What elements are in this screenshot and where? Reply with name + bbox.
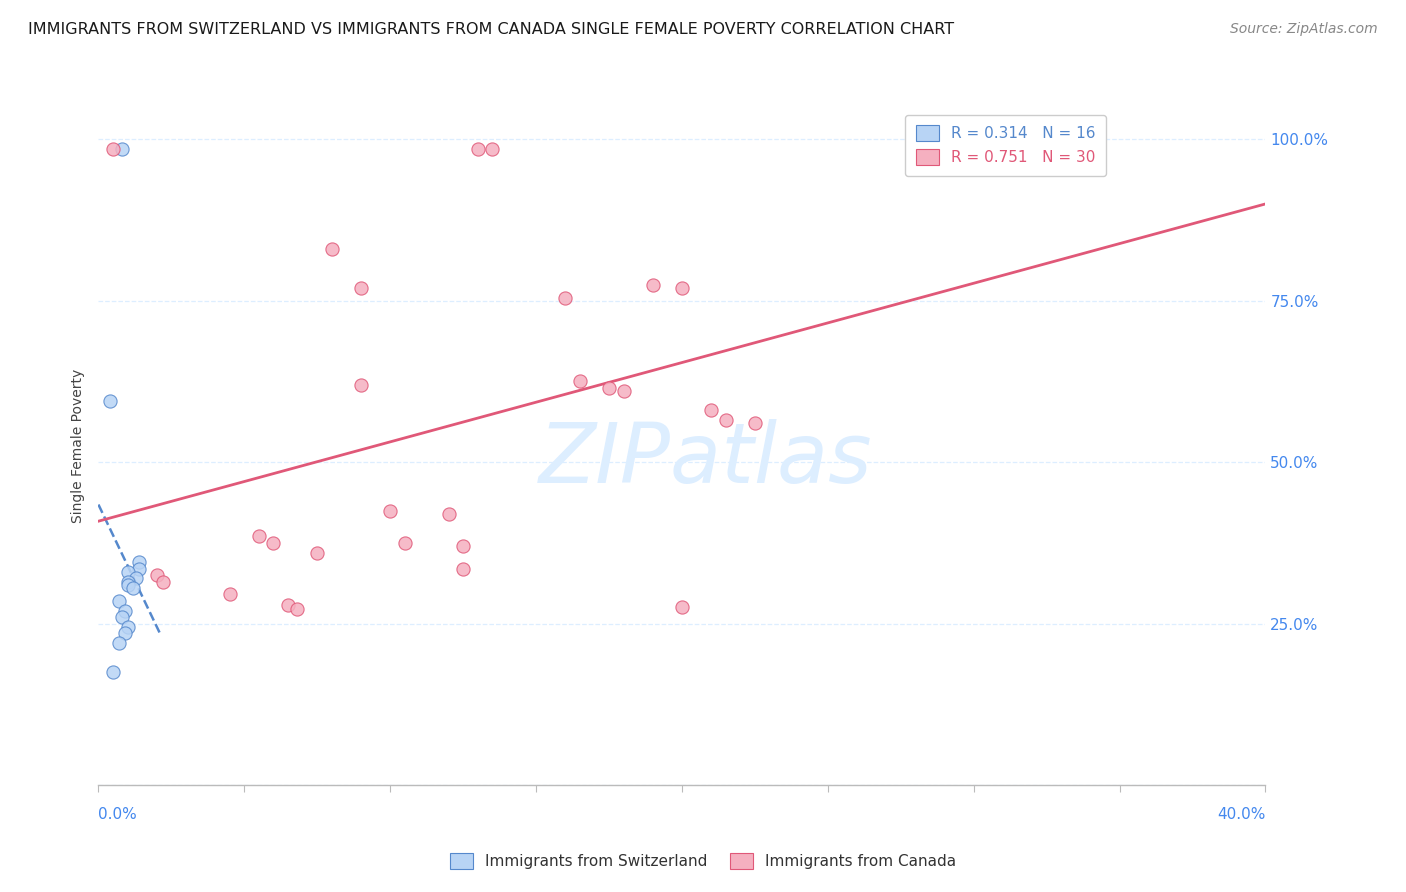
Point	[277, 599, 299, 613]
Y-axis label: Single Female Poverty: Single Female Poverty	[72, 369, 86, 523]
Point	[350, 281, 373, 295]
Point	[451, 539, 474, 553]
Point	[285, 602, 308, 616]
Text: Source: ZipAtlas.com: Source: ZipAtlas.com	[1230, 22, 1378, 37]
Point	[394, 536, 416, 550]
Point	[744, 417, 766, 431]
Point	[671, 281, 693, 295]
Point	[247, 529, 270, 543]
Point	[714, 413, 737, 427]
Point	[321, 242, 343, 256]
Point	[262, 536, 284, 550]
Point	[125, 571, 148, 585]
Text: 40.0%: 40.0%	[1218, 807, 1265, 822]
Point	[378, 503, 402, 517]
Point	[108, 594, 131, 608]
Point	[598, 381, 620, 395]
Point	[451, 562, 474, 576]
Text: ZIPatlas: ZIPatlas	[538, 419, 872, 500]
Point	[117, 565, 139, 579]
Point	[612, 384, 634, 398]
Point	[700, 403, 723, 417]
Point	[481, 142, 503, 156]
Point	[467, 142, 489, 156]
Point	[146, 568, 169, 582]
Point	[111, 610, 134, 624]
Point	[307, 545, 329, 559]
Point	[108, 636, 131, 650]
Text: 0.0%: 0.0%	[98, 807, 138, 822]
Point	[437, 507, 460, 521]
Legend: R = 0.314   N = 16, R = 0.751   N = 30: R = 0.314 N = 16, R = 0.751 N = 30	[905, 115, 1107, 176]
Point	[568, 375, 591, 389]
Point	[117, 574, 139, 589]
Point	[128, 555, 150, 569]
Point	[152, 574, 174, 589]
Point	[218, 587, 240, 601]
Text: IMMIGRANTS FROM SWITZERLAND VS IMMIGRANTS FROM CANADA SINGLE FEMALE POVERTY CORR: IMMIGRANTS FROM SWITZERLAND VS IMMIGRANT…	[28, 22, 955, 37]
Point	[114, 604, 136, 618]
Point	[114, 626, 136, 640]
Point	[350, 377, 373, 392]
Point	[641, 277, 664, 292]
Point	[111, 142, 134, 156]
Point	[101, 665, 124, 679]
Point	[122, 581, 145, 595]
Point	[117, 620, 139, 634]
Point	[904, 142, 927, 156]
Point	[554, 291, 576, 305]
Legend: Immigrants from Switzerland, Immigrants from Canada: Immigrants from Switzerland, Immigrants …	[443, 847, 963, 875]
Point	[101, 142, 124, 156]
Point	[128, 562, 150, 576]
Point	[117, 578, 139, 592]
Point	[98, 393, 121, 408]
Point	[671, 600, 693, 615]
